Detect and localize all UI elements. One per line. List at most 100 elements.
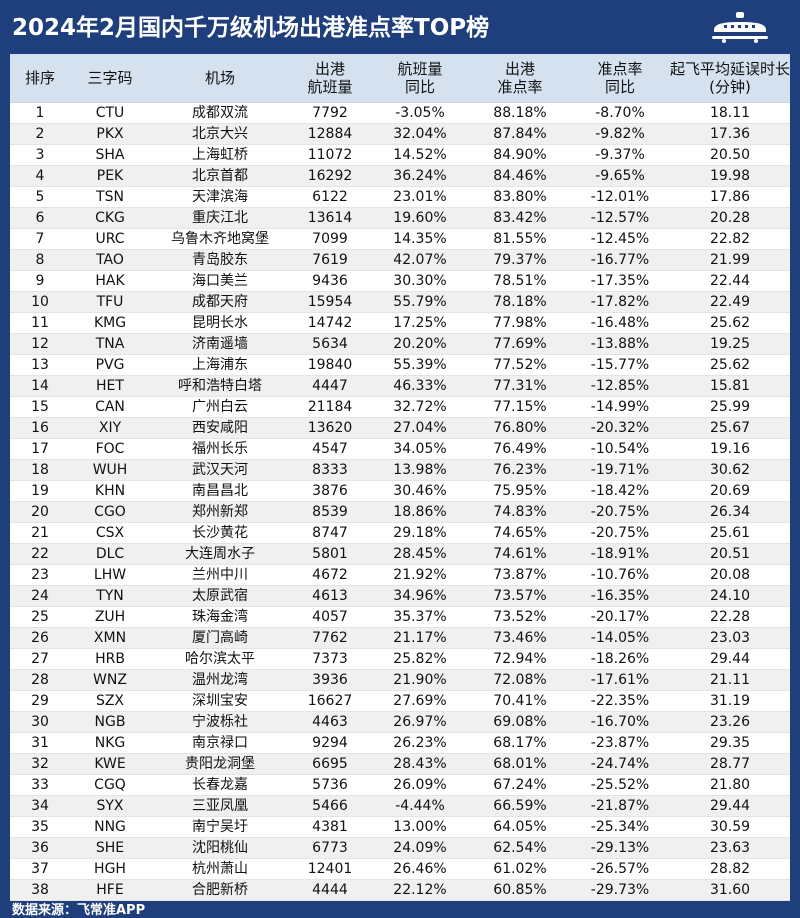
airport-cell: 上海虹桥 <box>150 144 290 166</box>
flights-yoy-cell: 27.69% <box>370 690 470 712</box>
rank-cell: 24 <box>10 585 70 607</box>
flights-yoy-cell: 13.98% <box>370 459 470 481</box>
airport-cell: 温州龙湾 <box>150 669 290 691</box>
otp-cell: 68.17% <box>470 732 570 754</box>
table-row: 14 HET 呼和浩特白塔 4447 46.33% 77.31% -12.85% 15.81 <box>10 375 790 397</box>
flights-cell: 7099 <box>290 228 370 250</box>
header-delay: 起飞平均延误时长 (分钟) <box>670 54 790 103</box>
airport-cell: 成都天府 <box>150 291 290 313</box>
code-cell: TAO <box>70 249 150 271</box>
otp-yoy-cell: -12.85% <box>570 375 670 397</box>
rank-cell: 7 <box>10 228 70 250</box>
code-cell: SHA <box>70 144 150 166</box>
airport-cell: 济南遥墙 <box>150 333 290 355</box>
otp-yoy-cell: -16.48% <box>570 312 670 334</box>
rank-cell: 27 <box>10 648 70 670</box>
table-row: 2 PKX 北京大兴 12884 32.04% 87.84% -9.82% 17.36 <box>10 123 790 145</box>
otp-yoy-cell: -20.75% <box>570 501 670 523</box>
code-cell: CGO <box>70 501 150 523</box>
header-flights: 出港 航班量 <box>290 54 370 103</box>
table-row: 30 NGB 宁波栎社 4463 26.97% 69.08% -16.70% 23.26 <box>10 711 790 733</box>
delay-cell: 28.77 <box>670 753 790 775</box>
table-row: 12 TNA 济南遥墙 5634 20.20% 77.69% -13.88% 19.25 <box>10 333 790 355</box>
airport-cell: 郑州新郑 <box>150 501 290 523</box>
airport-cell: 深圳宝安 <box>150 690 290 712</box>
flights-cell: 12884 <box>290 123 370 145</box>
rank-cell: 22 <box>10 543 70 565</box>
code-cell: URC <box>70 228 150 250</box>
flights-yoy-cell: 32.72% <box>370 396 470 418</box>
otp-cell: 84.46% <box>470 165 570 187</box>
rank-cell: 2 <box>10 123 70 145</box>
flights-cell: 6695 <box>290 753 370 775</box>
delay-cell: 17.86 <box>670 186 790 208</box>
airport-cell: 南京禄口 <box>150 732 290 754</box>
flights-yoy-cell: 34.05% <box>370 438 470 460</box>
rank-cell: 12 <box>10 333 70 355</box>
flights-cell: 13614 <box>290 207 370 229</box>
delay-cell: 21.11 <box>670 669 790 691</box>
otp-cell: 84.90% <box>470 144 570 166</box>
otp-yoy-cell: -8.70% <box>570 102 670 124</box>
otp-cell: 77.31% <box>470 375 570 397</box>
header-flights-yoy: 航班量 同比 <box>370 54 470 103</box>
delay-cell: 25.99 <box>670 396 790 418</box>
rank-cell: 33 <box>10 774 70 796</box>
delay-cell: 19.25 <box>670 333 790 355</box>
flights-yoy-cell: 23.01% <box>370 186 470 208</box>
otp-yoy-cell: -20.17% <box>570 606 670 628</box>
delay-cell: 31.60 <box>670 879 790 901</box>
rank-cell: 35 <box>10 816 70 838</box>
otp-cell: 83.80% <box>470 186 570 208</box>
airport-cell: 合肥新桥 <box>150 879 290 901</box>
delay-cell: 26.34 <box>670 501 790 523</box>
data-source: 数据来源：飞常准APP <box>12 903 146 918</box>
airport-cell: 贵阳龙洞堡 <box>150 753 290 775</box>
delay-cell: 20.51 <box>670 543 790 565</box>
otp-yoy-cell: -14.99% <box>570 396 670 418</box>
otp-cell: 73.57% <box>470 585 570 607</box>
rank-cell: 9 <box>10 270 70 292</box>
code-cell: WNZ <box>70 669 150 691</box>
airport-cell: 杭州萧山 <box>150 858 290 880</box>
otp-yoy-cell: -20.32% <box>570 417 670 439</box>
otp-cell: 83.42% <box>470 207 570 229</box>
flights-cell: 4547 <box>290 438 370 460</box>
otp-yoy-cell: -29.73% <box>570 879 670 901</box>
ranking-table: 排序 三字码 机场 出港 航班量 航班量 同比 出港 准点率 准点率 同比 起飞平均延误… <box>10 54 790 901</box>
flights-yoy-cell: 26.09% <box>370 774 470 796</box>
code-cell: CSX <box>70 522 150 544</box>
table-row: 31 NKG 南京禄口 9294 26.23% 68.17% -23.87% 29.35 <box>10 732 790 754</box>
flights-yoy-cell: 22.12% <box>370 879 470 901</box>
otp-yoy-cell: -13.88% <box>570 333 670 355</box>
delay-cell: 23.63 <box>670 837 790 859</box>
flights-cell: 14742 <box>290 312 370 334</box>
otp-cell: 61.02% <box>470 858 570 880</box>
otp-cell: 60.85% <box>470 879 570 901</box>
delay-cell: 22.82 <box>670 228 790 250</box>
airport-cell: 长春龙嘉 <box>150 774 290 796</box>
rank-cell: 20 <box>10 501 70 523</box>
header-otp-yoy: 准点率 同比 <box>570 54 670 103</box>
airport-cell: 大连周水子 <box>150 543 290 565</box>
otp-cell: 69.08% <box>470 711 570 733</box>
delay-cell: 22.28 <box>670 606 790 628</box>
otp-yoy-cell: -24.74% <box>570 753 670 775</box>
airport-cell: 西安咸阳 <box>150 417 290 439</box>
otp-yoy-cell: -9.82% <box>570 123 670 145</box>
otp-cell: 76.23% <box>470 459 570 481</box>
otp-cell: 68.01% <box>470 753 570 775</box>
table-row: 26 XMN 厦门高崎 7762 21.17% 73.46% -14.05% 23.03 <box>10 627 790 649</box>
delay-cell: 21.99 <box>670 249 790 271</box>
otp-yoy-cell: -23.87% <box>570 732 670 754</box>
flights-cell: 4447 <box>290 375 370 397</box>
otp-cell: 78.51% <box>470 270 570 292</box>
page-title: 2024年2月国内千万级机场出港准点率TOP榜 <box>12 15 490 41</box>
rank-cell: 3 <box>10 144 70 166</box>
flights-yoy-cell: 28.45% <box>370 543 470 565</box>
delay-cell: 22.44 <box>670 270 790 292</box>
otp-cell: 81.55% <box>470 228 570 250</box>
table-row: 19 KHN 南昌昌北 3876 30.46% 75.95% -18.42% 20.69 <box>10 480 790 502</box>
airport-cell: 长沙黄花 <box>150 522 290 544</box>
code-cell: HRB <box>70 648 150 670</box>
